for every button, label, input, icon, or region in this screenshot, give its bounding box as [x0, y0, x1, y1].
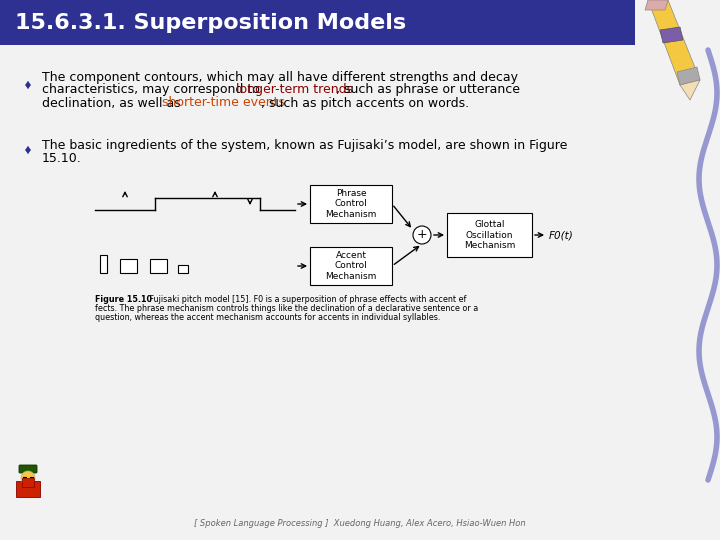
- Polygon shape: [680, 80, 700, 100]
- Polygon shape: [24, 80, 32, 90]
- Text: Phrase
Control
Mechanism: Phrase Control Mechanism: [325, 189, 377, 219]
- Text: Glottal
Oscillation
Mechanism: Glottal Oscillation Mechanism: [464, 220, 516, 250]
- FancyBboxPatch shape: [19, 465, 37, 473]
- Text: , such as pitch accents on words.: , such as pitch accents on words.: [261, 97, 469, 110]
- Text: characteristics, may correspond to: characteristics, may correspond to: [42, 84, 264, 97]
- Bar: [120, 259, 137, 273]
- Polygon shape: [677, 67, 700, 85]
- Bar: [150, 259, 167, 273]
- Polygon shape: [648, 0, 700, 85]
- Circle shape: [21, 471, 35, 485]
- Polygon shape: [24, 145, 32, 155]
- Text: fects. The phrase mechanism controls things like the declination of a declarativ: fects. The phrase mechanism controls thi…: [95, 304, 478, 313]
- Text: Fujisaki pitch model [15]. F0 is a superposition of phrase effects with accent e: Fujisaki pitch model [15]. F0 is a super…: [147, 295, 467, 304]
- Text: question, whereas the accent mechanism accounts for accents in individual syllab: question, whereas the accent mechanism a…: [95, 313, 441, 322]
- Polygon shape: [660, 27, 683, 43]
- Text: [ Spoken Language Processing ]  Xuedong Huang, Alex Acero, Hsiao-Wuen Hon: [ Spoken Language Processing ] Xuedong H…: [194, 519, 526, 528]
- Polygon shape: [645, 0, 668, 10]
- Text: +: +: [417, 228, 427, 241]
- Text: Figure 15.10: Figure 15.10: [95, 295, 152, 304]
- Text: shorter-time events: shorter-time events: [162, 97, 285, 110]
- Text: 15.6.3.1. Superposition Models: 15.6.3.1. Superposition Models: [15, 13, 406, 33]
- Text: , such as phrase or utterance: , such as phrase or utterance: [336, 84, 520, 97]
- Bar: [0, 0, 635, 45]
- Bar: [447, 213, 532, 257]
- Text: declination, as well as: declination, as well as: [42, 97, 185, 110]
- Bar: [310, 247, 392, 285]
- Text: 15.10.: 15.10.: [42, 152, 82, 165]
- Bar: [310, 185, 392, 223]
- Text: F0(t): F0(t): [549, 230, 574, 240]
- Text: longer-term trends: longer-term trends: [236, 84, 353, 97]
- Bar: [178, 265, 188, 273]
- Circle shape: [413, 226, 431, 244]
- Text: The component contours, which may all have different strengths and decay: The component contours, which may all ha…: [42, 71, 518, 84]
- Bar: [22, 478, 34, 487]
- Bar: [100, 255, 107, 273]
- Text: Accent
Control
Mechanism: Accent Control Mechanism: [325, 251, 377, 281]
- Text: The basic ingredients of the system, known as Fujisaki’s model, are shown in Fig: The basic ingredients of the system, kno…: [42, 138, 567, 152]
- Bar: [16, 481, 40, 497]
